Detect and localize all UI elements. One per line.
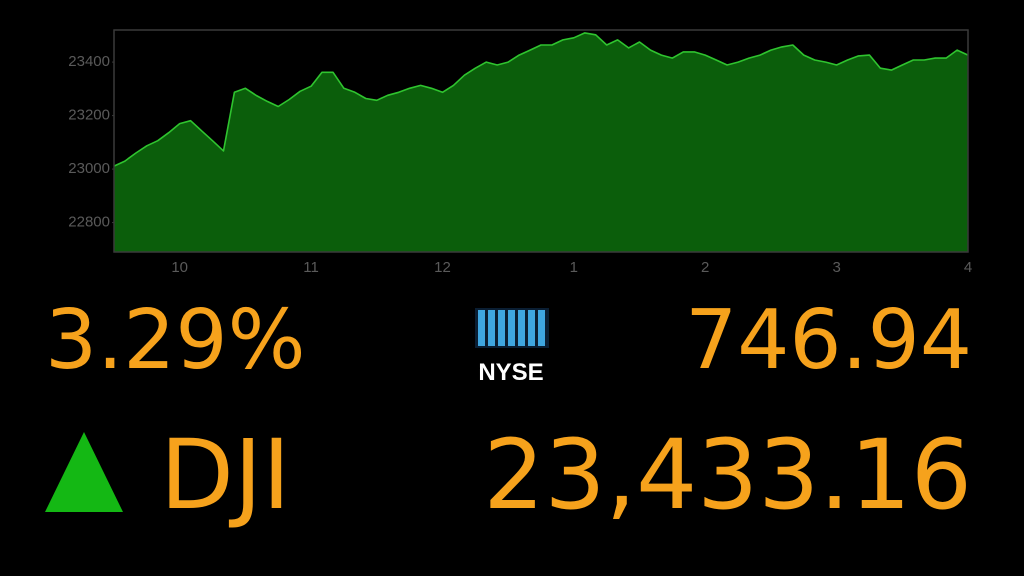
plot-frame [113,29,969,253]
line [113,32,969,167]
x-tick-label: 3 [832,259,840,276]
y-tick-label: 23000 [68,160,110,177]
x-tick-label: 12 [434,259,451,276]
exchange-name: NYSE [478,359,543,386]
x-tick-label: 1 [570,259,578,276]
symbol: DJI [160,419,291,531]
up-arrow [45,432,123,512]
logo-bars [478,310,545,346]
x-tick-label: 10 [171,259,188,276]
points-change: 746.94 [685,293,972,388]
y-tick-label: 23200 [68,107,110,124]
price: 23,433.16 [483,419,972,531]
area [114,32,968,253]
nyse-logo: NYSE [475,308,549,386]
x-tick-label: 11 [303,259,319,276]
x-tick-label: 2 [701,259,709,276]
y-tick-label: 22800 [68,214,110,231]
change-percent: 3.29% [45,293,306,388]
x-tick-label: 4 [964,259,972,276]
y-tick-label: 23400 [68,53,110,70]
